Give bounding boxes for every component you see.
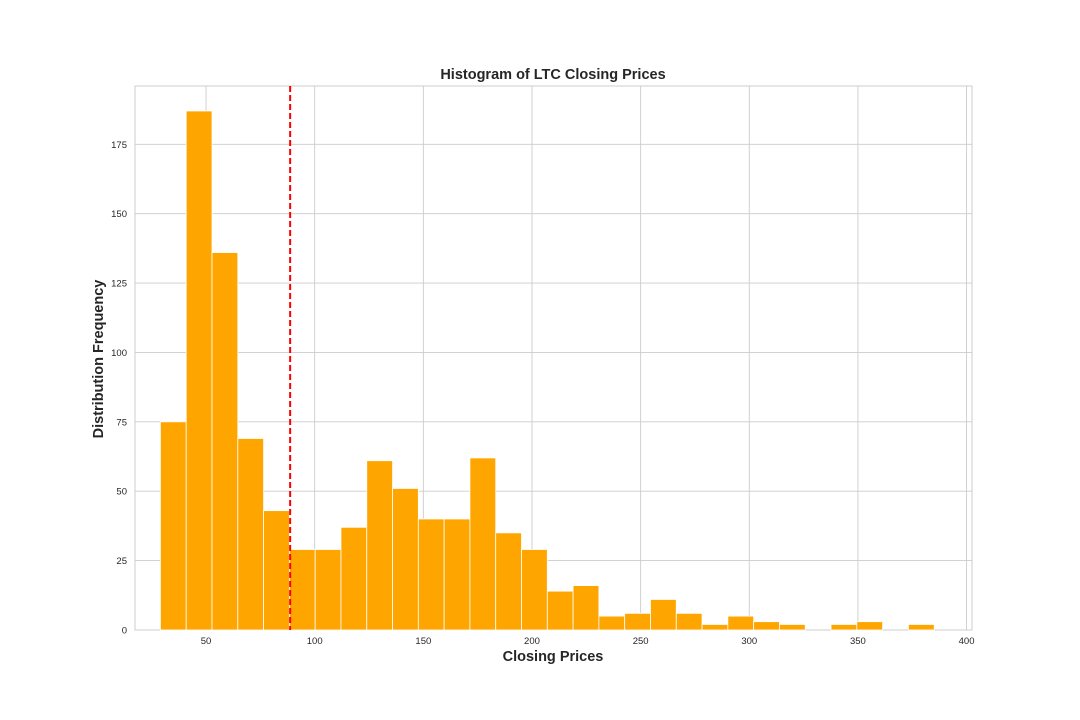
x-tick-label: 150 [415,636,431,647]
histogram-bar [288,549,316,631]
histogram-bar [392,488,419,631]
histogram-bar [495,532,522,631]
histogram-bar [675,612,703,631]
x-axis-label: Closing Prices [503,649,604,665]
histogram-bar [779,624,806,631]
histogram-bar [211,252,239,631]
histogram-bar [237,438,264,631]
histogram-bar [160,421,187,631]
histogram-bar [701,624,729,631]
histogram-bar [907,624,935,631]
histogram-bar [727,615,755,631]
y-tick-label: 25 [116,556,127,567]
histogram-bar [340,526,368,631]
histogram-bar [856,621,884,631]
chart-title: Histogram of LTC Closing Prices [440,67,665,83]
histogram-bar [263,510,290,631]
y-tick-label: 75 [116,417,127,428]
y-tick-label: 125 [111,279,127,290]
histogram-bar [830,624,858,631]
histogram-bar [521,549,548,631]
x-tick-labels: 50 100 150 200 250 300 350 400 [201,636,975,647]
histogram-bars [160,110,935,631]
y-tick-label: 175 [111,140,127,151]
y-tick-label: 150 [111,209,127,220]
y-tick-label: 100 [111,348,127,359]
histogram-bar [624,612,651,631]
histogram-bar [469,457,497,631]
histogram-bar [185,110,213,631]
x-tick-label: 300 [741,636,757,647]
y-tick-label: 0 [122,626,127,637]
x-tick-label: 350 [850,636,866,647]
y-tick-labels: 0 25 50 75 100 125 150 175 [111,140,127,637]
x-tick-label: 200 [524,636,540,647]
x-tick-label: 250 [633,636,649,647]
x-tick-label: 100 [307,636,323,647]
histogram-bar [443,518,471,631]
histogram-bar [650,599,677,631]
histogram-bar [546,590,574,631]
histogram-bar [417,518,445,631]
y-tick-label: 50 [116,487,127,498]
histogram-bar [598,615,626,631]
y-axis-label: Distribution Frequency [91,280,107,439]
histogram-bar [314,549,342,631]
histogram-bar [572,585,600,631]
x-tick-label: 400 [959,636,975,647]
x-tick-label: 50 [201,636,212,647]
histogram-bar [753,621,780,631]
histogram-bar [366,460,393,631]
